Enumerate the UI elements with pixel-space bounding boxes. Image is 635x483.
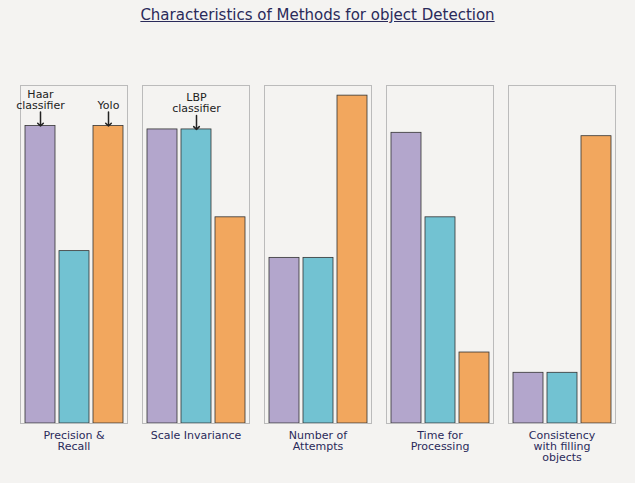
- svg-text:Consistencywith fillingobjects: Consistencywith fillingobjects: [529, 429, 596, 464]
- svg-text:Time forProcessing: Time forProcessing: [411, 429, 470, 453]
- svg-text:Number ofAttempts: Number ofAttempts: [289, 429, 348, 453]
- svg-text:LBPclassifier: LBPclassifier: [172, 91, 221, 115]
- svg-text:Precision &Recall: Precision &Recall: [43, 429, 105, 453]
- svg-text:Scale Invariance: Scale Invariance: [151, 429, 242, 442]
- svg-text:Yolo: Yolo: [97, 99, 120, 112]
- html-text:Characteristics of Methods for: Characteristics of Methods for object De…: [140, 6, 495, 24]
- svg-text:Haarclassifier: Haarclassifier: [16, 88, 65, 112]
